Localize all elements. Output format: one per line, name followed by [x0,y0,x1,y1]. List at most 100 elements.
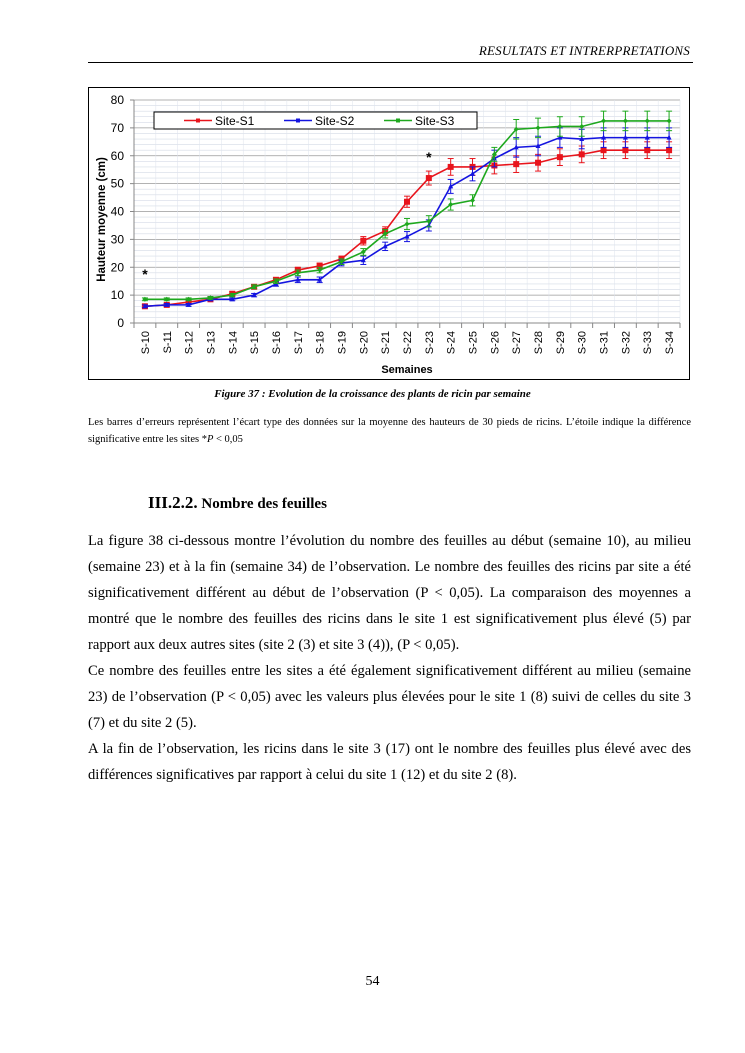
data-point [557,134,563,140]
data-point [425,175,432,182]
data-point [186,301,192,307]
y-tick-label: 50 [111,177,125,191]
x-tick-label: S-15 [249,331,261,354]
section-heading: III.2.2. Nombre des feuilles [148,493,327,513]
paragraph: La figure 38 ci-dessous montre l’évoluti… [88,533,691,653]
header-rule [88,62,693,63]
significance-asterisk: * [426,149,432,165]
figure-caption: Figure 37 : Evolution de la croissance d… [214,388,531,400]
x-tick-label: S-26 [489,331,501,354]
x-tick-label: S-14 [227,331,239,354]
x-tick-label: S-32 [620,331,632,354]
x-tick-label: S-28 [533,331,545,354]
data-point [447,163,454,170]
data-point [470,170,476,176]
data-point [535,142,541,148]
data-point [601,118,607,124]
data-point [295,270,301,276]
y-tick-label: 20 [111,260,125,274]
data-point [207,295,213,301]
x-tick-label: S-18 [315,331,327,354]
data-point [404,221,410,227]
data-point [142,303,148,309]
data-point [622,118,628,124]
legend-marker [196,118,200,123]
x-tick-label: S-29 [555,331,567,354]
data-point [273,278,279,284]
data-point [360,237,367,244]
y-tick-label: 40 [111,205,125,219]
legend-box [153,111,478,130]
section-number: III.2.2. [148,493,198,512]
x-tick-label: S-25 [468,331,480,354]
y-tick-label: 0 [117,316,124,330]
y-tick-label: 10 [111,288,125,302]
y-tick-label: 80 [111,93,125,107]
data-point [513,161,520,168]
x-tick-label: S-10 [140,331,152,354]
x-tick-label: S-22 [402,331,414,354]
data-point [644,118,650,124]
y-tick-label: 60 [111,149,125,163]
data-point [164,296,170,302]
data-point [557,123,563,129]
legend-marker [296,118,300,123]
data-point [644,134,650,140]
x-tick-label: S-34 [664,331,676,354]
data-point [513,126,519,132]
data-point [338,259,344,265]
note-text: Les barres d’erreurs représentent l’écar… [88,417,691,445]
y-tick-label: 30 [111,232,125,246]
data-point [426,218,432,224]
data-point [666,147,673,154]
data-point [382,243,388,249]
legend-label: Site-S1 [215,114,255,128]
legend-marker [396,118,400,123]
data-point [251,292,257,298]
data-point [448,183,454,189]
data-point [535,125,541,131]
figure-note: Les barres d’erreurs représentent l’écar… [88,414,691,448]
chart-svg: 0 10 20 30 40 50 60 70 80 S-10 S-11 S-12 S-13 S-14 S-1… [96,93,681,376]
legend-label: Site-S2 [315,114,355,128]
data-point [601,134,607,140]
note-p: P [206,434,214,445]
data-point [491,151,497,157]
data-point [251,284,257,290]
x-tick-label: S-27 [511,331,523,354]
x-tick-label: S-13 [205,331,217,354]
data-point [578,151,585,158]
data-point [317,267,323,273]
data-point [666,118,672,124]
data-point [513,144,519,150]
x-tick-label: S-21 [380,331,392,354]
significance-asterisk: * [142,266,148,282]
data-point [164,301,170,307]
data-point [600,147,607,154]
x-tick-label: S-31 [599,331,611,354]
page-number: 54 [365,974,380,989]
data-point [448,202,454,208]
data-point [186,296,192,302]
note-threshold: < 0,05 [213,434,243,445]
legend-label: Site-S3 [415,114,455,128]
section-title: Nombre des feuilles [197,496,327,512]
x-tick-label: S-23 [424,331,436,354]
growth-chart: 0 10 20 30 40 50 60 70 80 S-10 S-11 S-12 S-13 S-14 S-1… [88,87,690,380]
legend: Site-S1 Site-S2 Site-S3 [153,111,478,130]
data-point [317,276,323,282]
x-tick-label: S-12 [184,331,196,354]
series-site-s3 [141,110,673,302]
data-point [535,159,542,166]
data-point [382,231,388,237]
paragraph: Ce nombre des feuilles entre les sites a… [88,663,691,731]
data-point [666,134,672,140]
data-point [622,134,628,140]
data-point [360,257,366,263]
body-text: La figure 38 ci-dessous montre l’évoluti… [88,528,691,788]
data-point [404,198,410,205]
y-axis-label: Hauteur moyenne (cm) [96,157,108,282]
x-tick-label: S-33 [642,331,654,354]
data-point [579,123,585,129]
